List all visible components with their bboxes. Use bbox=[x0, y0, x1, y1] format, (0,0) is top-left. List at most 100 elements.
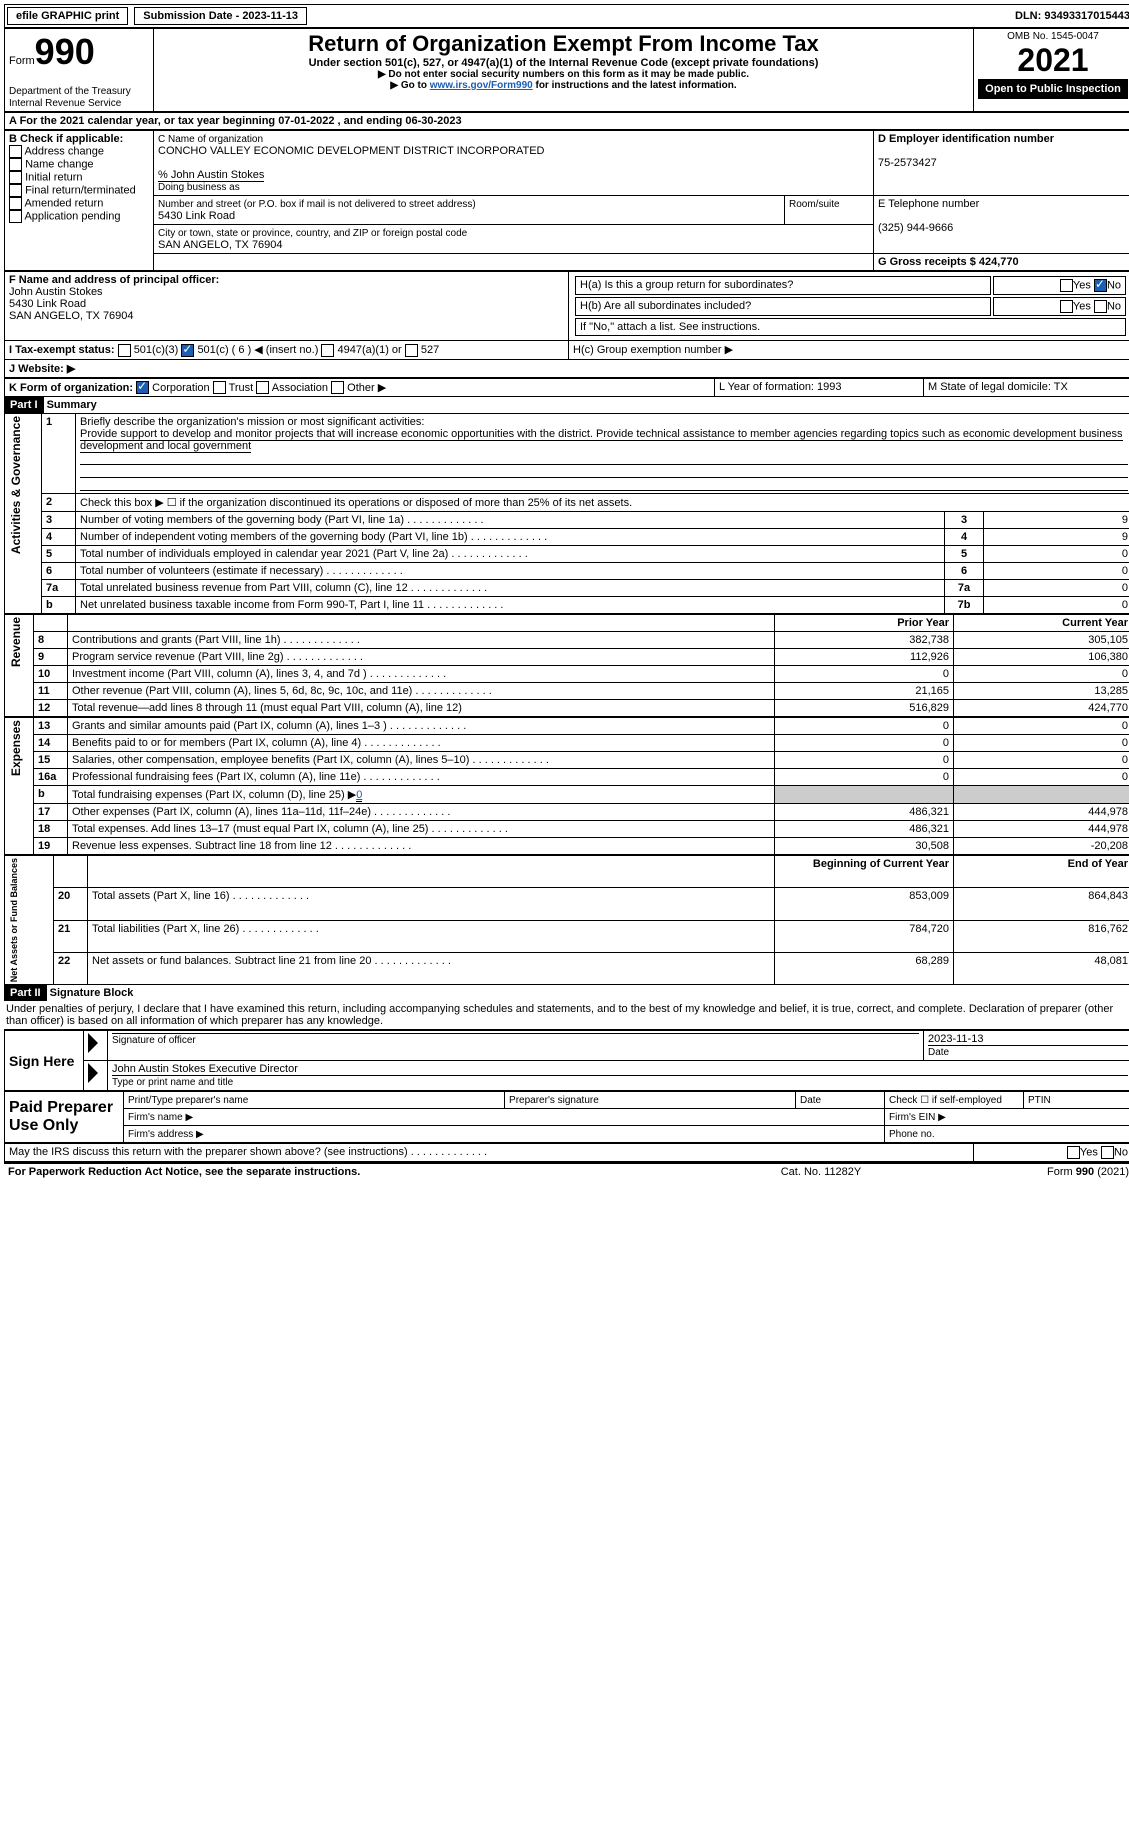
sign-here: Sign Here bbox=[9, 1053, 74, 1069]
row5-box: 5 bbox=[961, 548, 967, 560]
check-name[interactable] bbox=[9, 158, 22, 171]
label-trust: Trust bbox=[229, 382, 254, 394]
check-4947[interactable] bbox=[321, 344, 334, 357]
r11-label: Other revenue (Part VIII, column (A), li… bbox=[68, 683, 775, 700]
r11-cy: 13,285 bbox=[954, 683, 1129, 700]
check-other[interactable] bbox=[331, 381, 344, 394]
ha-yes[interactable] bbox=[1060, 279, 1073, 292]
r10-py: 0 bbox=[775, 666, 954, 683]
row7b-label: Net unrelated business taxable income fr… bbox=[76, 597, 945, 614]
e18-cy: 444,978 bbox=[954, 821, 1129, 838]
part1-bar: Part I bbox=[4, 397, 44, 413]
dept: Department of the Treasury bbox=[9, 86, 131, 97]
box-d-label: D Employer identification number bbox=[878, 133, 1054, 145]
self-employed: Check ☐ if self-employed bbox=[889, 1095, 1002, 1106]
blank-line2 bbox=[80, 465, 1128, 478]
row3-box: 3 bbox=[961, 514, 967, 526]
note-link: ▶ Go to www.irs.gov/Form990 for instruct… bbox=[158, 80, 969, 91]
h-attach: If "No," attach a list. See instructions… bbox=[575, 318, 1126, 336]
r12-cy: 424,770 bbox=[954, 700, 1129, 717]
label-assoc: Association bbox=[272, 382, 328, 394]
irs-link[interactable]: www.irs.gov/Form990 bbox=[430, 80, 533, 91]
part1-title: Summary bbox=[47, 399, 97, 411]
efile-button[interactable]: efile GRAPHIC print bbox=[7, 7, 128, 25]
e19-cy: -20,208 bbox=[954, 838, 1129, 855]
e17-cy: 444,978 bbox=[954, 804, 1129, 821]
label-pending: Application pending bbox=[24, 210, 120, 222]
check-527[interactable] bbox=[405, 344, 418, 357]
submission-date: Submission Date - 2023-11-13 bbox=[134, 7, 307, 25]
label-corp: Corporation bbox=[152, 382, 209, 394]
by-header: Beginning of Current Year bbox=[813, 858, 949, 870]
row6-box: 6 bbox=[961, 565, 967, 577]
no-label2: No bbox=[1107, 300, 1121, 312]
officer-name-title: John Austin Stokes Executive Director bbox=[112, 1063, 1128, 1076]
n21-cy: 816,762 bbox=[954, 920, 1129, 952]
type-label: Type or print name and title bbox=[112, 1077, 233, 1088]
check-assoc[interactable] bbox=[256, 381, 269, 394]
side-activities: Activities & Governance bbox=[9, 416, 23, 554]
n22-label: Net assets or fund balances. Subtract li… bbox=[88, 953, 775, 985]
r9-py: 112,926 bbox=[775, 649, 954, 666]
hb-no[interactable] bbox=[1094, 300, 1107, 313]
r10-cy: 0 bbox=[954, 666, 1129, 683]
city-label: City or town, state or province, country… bbox=[158, 228, 467, 239]
sig-date: 2023-11-13 bbox=[928, 1033, 1128, 1045]
yes-label2: Yes bbox=[1073, 300, 1091, 312]
part2-title: Signature Block bbox=[50, 987, 134, 999]
e13-label: Grants and similar amounts paid (Part IX… bbox=[68, 718, 775, 735]
r12-label: Total revenue—add lines 8 through 11 (mu… bbox=[68, 700, 775, 717]
check-final[interactable] bbox=[9, 184, 22, 197]
firm-ein-label: Firm's EIN ▶ bbox=[889, 1112, 946, 1123]
check-trust[interactable] bbox=[213, 381, 226, 394]
website-label: J Website: ▶ bbox=[9, 363, 75, 375]
check-corp[interactable] bbox=[136, 381, 149, 394]
hb-yes[interactable] bbox=[1060, 300, 1073, 313]
e14-cy: 0 bbox=[954, 735, 1129, 752]
check-501c[interactable] bbox=[181, 344, 194, 357]
open-inspection: Open to Public Inspection bbox=[978, 79, 1128, 99]
arrow-icon bbox=[88, 1033, 98, 1053]
row6-val: 0 bbox=[984, 563, 1129, 580]
row7b-val: 0 bbox=[984, 597, 1129, 614]
form-number: 990 bbox=[35, 31, 95, 72]
org-name: CONCHO VALLEY ECONOMIC DEVELOPMENT DISTR… bbox=[158, 145, 545, 157]
r9-cy: 106,380 bbox=[954, 649, 1129, 666]
check-501c3[interactable] bbox=[118, 344, 131, 357]
py-header: Prior Year bbox=[897, 617, 949, 629]
footer-right: Form 990 (2021) bbox=[1047, 1166, 1129, 1178]
tax-year: 2021 bbox=[978, 42, 1128, 79]
label-address-change: Address change bbox=[24, 145, 104, 157]
r10-label: Investment income (Part VIII, column (A)… bbox=[68, 666, 775, 683]
q2: Check this box ▶ ☐ if the organization d… bbox=[76, 494, 1129, 512]
ha-no[interactable] bbox=[1094, 279, 1107, 292]
n22-py: 68,289 bbox=[775, 953, 954, 985]
check-amended[interactable] bbox=[9, 197, 22, 210]
form-title: Return of Organization Exempt From Incom… bbox=[158, 31, 969, 57]
check-pending[interactable] bbox=[9, 210, 22, 223]
side-expenses: Expenses bbox=[9, 720, 23, 776]
q1: Briefly describe the organization's miss… bbox=[80, 416, 424, 428]
check-address[interactable] bbox=[9, 145, 22, 158]
officer-name: John Austin Stokes bbox=[9, 286, 103, 298]
date-label: Date bbox=[928, 1047, 949, 1058]
discuss-no[interactable] bbox=[1101, 1146, 1114, 1159]
arrow-icon2 bbox=[88, 1063, 98, 1083]
r11-py: 21,165 bbox=[775, 683, 954, 700]
cy-header: Current Year bbox=[1062, 617, 1128, 629]
e16a-label: Professional fundraising fees (Part IX, … bbox=[68, 769, 775, 786]
prep-sig-label: Preparer's signature bbox=[509, 1095, 599, 1106]
box-m: M State of legal domicile: TX bbox=[924, 378, 1129, 397]
h-c: H(c) Group exemption number ▶ bbox=[569, 341, 1129, 360]
label-name-change: Name change bbox=[25, 158, 94, 170]
no-label: No bbox=[1107, 279, 1121, 291]
check-initial[interactable] bbox=[9, 171, 22, 184]
r8-label: Contributions and grants (Part VIII, lin… bbox=[68, 632, 775, 649]
ey-header: End of Year bbox=[1068, 858, 1128, 870]
row7a-label: Total unrelated business revenue from Pa… bbox=[76, 580, 945, 597]
discuss-yes[interactable] bbox=[1067, 1146, 1080, 1159]
h-b: H(b) Are all subordinates included? bbox=[575, 297, 991, 316]
footer-mid: Cat. No. 11282Y bbox=[717, 1163, 925, 1180]
e15-py: 0 bbox=[775, 752, 954, 769]
e14-label: Benefits paid to or for members (Part IX… bbox=[68, 735, 775, 752]
